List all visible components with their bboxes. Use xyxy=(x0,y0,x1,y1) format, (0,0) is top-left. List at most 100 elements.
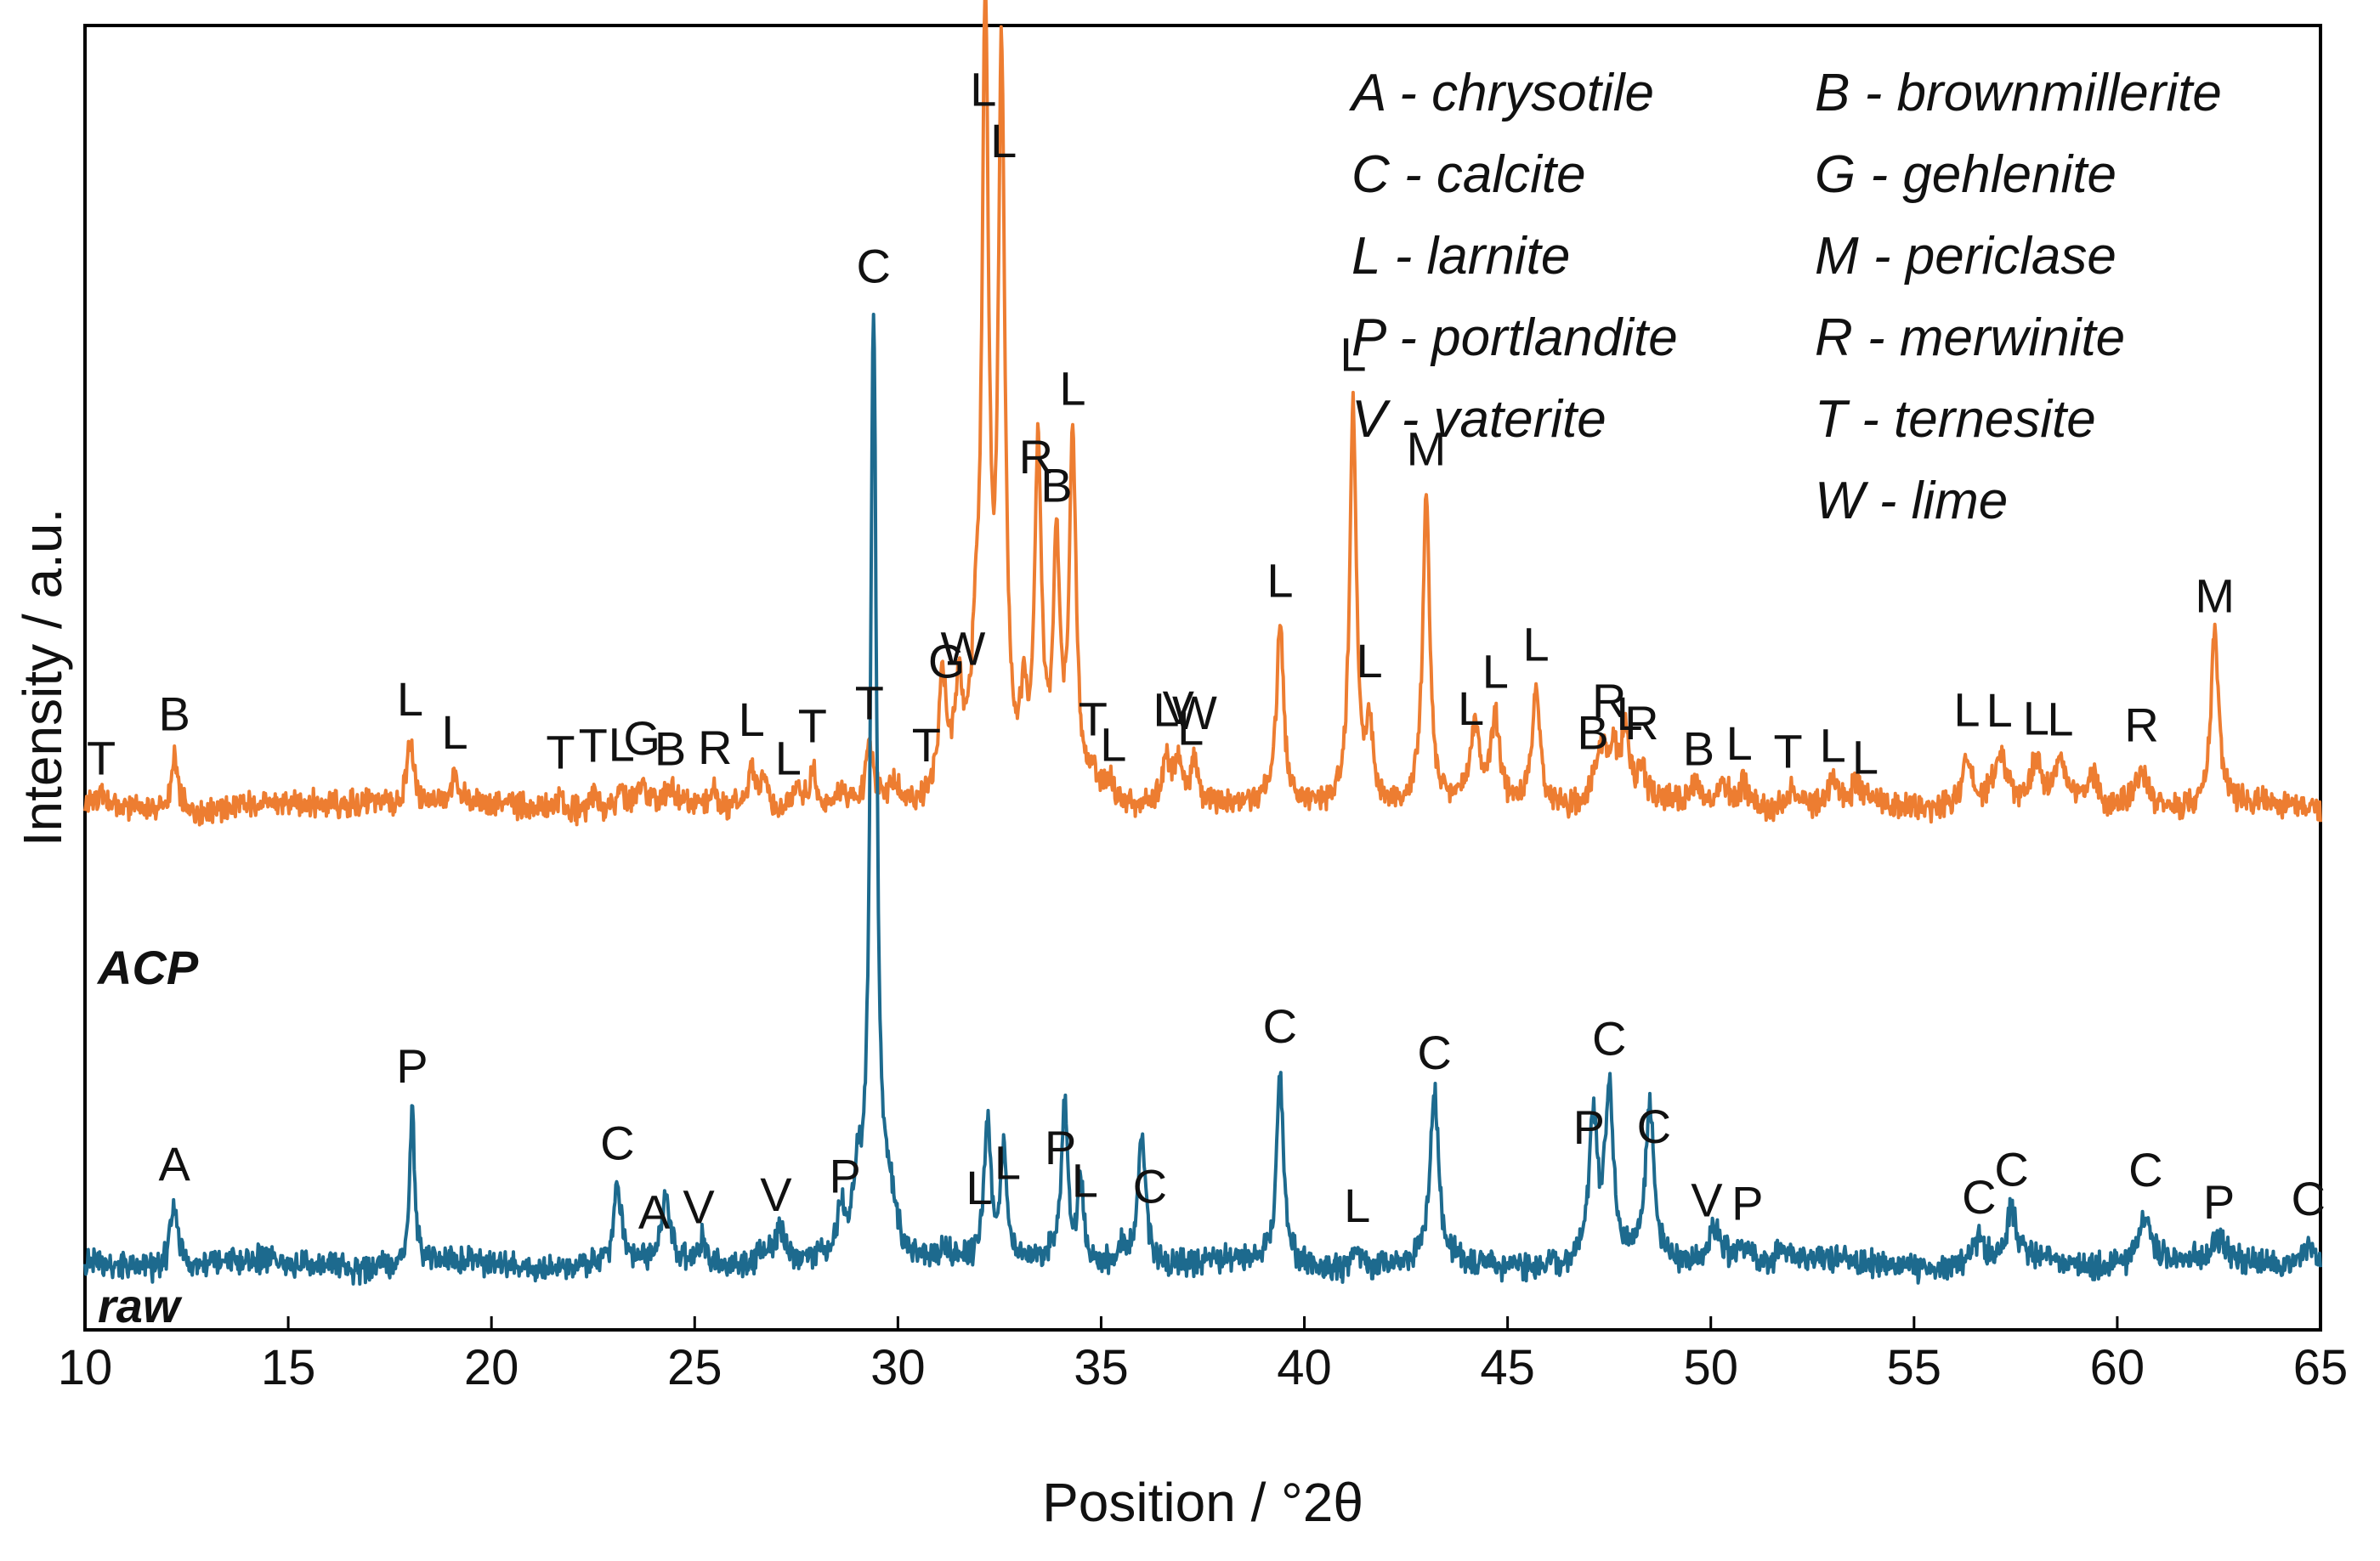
legend-entry-ternesite: T - ternesite xyxy=(1815,390,2096,449)
peak-label: L xyxy=(1357,634,1383,687)
peak-label: L xyxy=(1820,719,1846,772)
legend-entry-merwinite: R - merwinite xyxy=(1815,308,2125,367)
legend-entry-larnite: L - larnite xyxy=(1352,227,1570,286)
x-tick-label: 60 xyxy=(2090,1340,2145,1395)
legend-entry-periclase: M - periclase xyxy=(1815,227,2116,286)
peak-label: R xyxy=(698,721,732,774)
legend-entry-vaterite: V - vaterite xyxy=(1352,390,1606,449)
peak-label: V xyxy=(683,1180,715,1234)
peak-label: C xyxy=(1962,1170,1996,1224)
series-line-acp xyxy=(83,0,2322,827)
peak-label: P xyxy=(2203,1175,2235,1229)
series-tag-raw: raw xyxy=(98,1279,183,1332)
x-tick-label: 10 xyxy=(58,1340,113,1395)
peak-label: L xyxy=(1344,1179,1370,1232)
peak-label: P xyxy=(1045,1121,1076,1174)
peak-label: T xyxy=(912,718,941,772)
peak-label: L xyxy=(775,732,802,785)
legend-entry-chrysotile: A - chrysotile xyxy=(1348,64,1654,122)
peak-label: L xyxy=(1852,731,1878,784)
peak-label: L xyxy=(1458,682,1484,735)
peak-label: V xyxy=(1691,1174,1723,1227)
peak-label: C xyxy=(1263,999,1297,1053)
peak-label: T xyxy=(87,731,116,784)
peak-label: P xyxy=(396,1039,428,1093)
peak-label: L xyxy=(442,705,468,759)
peak-label: L xyxy=(1986,683,2013,737)
peak-label: C xyxy=(1637,1100,1671,1153)
x-tick-label: 20 xyxy=(464,1340,519,1395)
plot-frame xyxy=(83,24,2322,1332)
y-axis-title: Intensity / a.u. xyxy=(12,508,73,846)
x-tick-label: 55 xyxy=(1887,1340,1942,1395)
peak-label: L xyxy=(1953,683,1980,737)
legend-entry-calcite: C - calcite xyxy=(1352,145,1586,204)
peak-label: W xyxy=(940,622,985,676)
peak-label: C xyxy=(1417,1026,1451,1079)
peak-label: W xyxy=(1172,686,1217,739)
x-tick-label: 40 xyxy=(1277,1340,1332,1395)
x-tick-label: 30 xyxy=(870,1340,926,1395)
series-layer xyxy=(83,0,2322,1286)
peak-label: B xyxy=(159,687,190,740)
peak-label: P xyxy=(1731,1176,1763,1230)
series-tag-acp: ACP xyxy=(96,941,199,994)
peak-label: C xyxy=(2128,1143,2162,1196)
peak-label: T xyxy=(798,699,827,753)
peak-label: C xyxy=(1133,1160,1167,1213)
x-axis-title: Position / °2θ xyxy=(1042,1472,1363,1533)
x-tick-label: 50 xyxy=(1683,1340,1738,1395)
peak-label: R xyxy=(1624,696,1658,749)
x-tick-label: 25 xyxy=(667,1340,722,1395)
peak-label: L xyxy=(990,114,1017,167)
peak-label: G xyxy=(623,711,660,765)
peak-label: A xyxy=(159,1137,191,1191)
peak-label: R xyxy=(1592,674,1626,727)
peak-label: P xyxy=(1573,1100,1605,1154)
x-tick-label: 65 xyxy=(2293,1340,2349,1395)
peak-label: L xyxy=(609,717,635,771)
peak-label: L xyxy=(2047,693,2073,746)
peak-label: T xyxy=(1773,725,1802,778)
x-axis-ticks: 10 15 20 25 30 35 40 45 50 55 60 65 xyxy=(58,1316,2349,1395)
peak-label: B xyxy=(1577,706,1608,760)
legend-entry-brownmillerite: B - brownmillerite xyxy=(1815,64,2222,122)
peak-label: C xyxy=(856,240,890,293)
peak-label: A xyxy=(638,1185,671,1239)
peak-label: V xyxy=(1163,681,1195,734)
peak-label: C xyxy=(1592,1011,1626,1065)
peak-label: R xyxy=(1019,430,1053,484)
legend-entry-lime: W - lime xyxy=(1815,472,2008,530)
legend: A - chrysotile C - calcite L - larnite P - … xyxy=(1348,64,2222,530)
peak-label: T xyxy=(855,676,884,730)
peak-label: L xyxy=(994,1135,1021,1189)
peak-label: L xyxy=(1340,328,1366,382)
peak-label: L xyxy=(397,672,423,726)
peak-label: T xyxy=(1079,693,1108,746)
x-tick-label: 45 xyxy=(1480,1340,1535,1395)
peak-label: P xyxy=(830,1150,861,1203)
peak-label: L xyxy=(1617,687,1643,740)
peak-label: L xyxy=(1100,717,1126,771)
peak-label: B xyxy=(1040,458,1072,512)
peak-label: L xyxy=(970,62,996,116)
peak-label: L xyxy=(1726,716,1753,770)
peak-label: L xyxy=(2023,692,2049,745)
peak-label: C xyxy=(1994,1142,2028,1196)
peak-label: L xyxy=(1072,1153,1098,1207)
peak-label: T xyxy=(546,725,575,778)
peak-label: L xyxy=(1482,644,1509,698)
peak-label: M xyxy=(2195,568,2235,622)
legend-entry-gehlenite: G - gehlenite xyxy=(1815,145,2116,204)
peak-label: L xyxy=(739,693,765,746)
peak-label: L xyxy=(1177,702,1204,755)
peak-label: L xyxy=(1153,682,1179,736)
peak-label: L xyxy=(1523,618,1550,671)
peak-label: C xyxy=(600,1117,634,1170)
x-tick-label: 15 xyxy=(261,1340,316,1395)
legend-entry-portlandite: P - portlandite xyxy=(1352,308,1678,367)
peak-label: C xyxy=(2291,1172,2325,1225)
peak-label: G xyxy=(928,635,966,688)
peak-label: L xyxy=(1059,362,1085,416)
